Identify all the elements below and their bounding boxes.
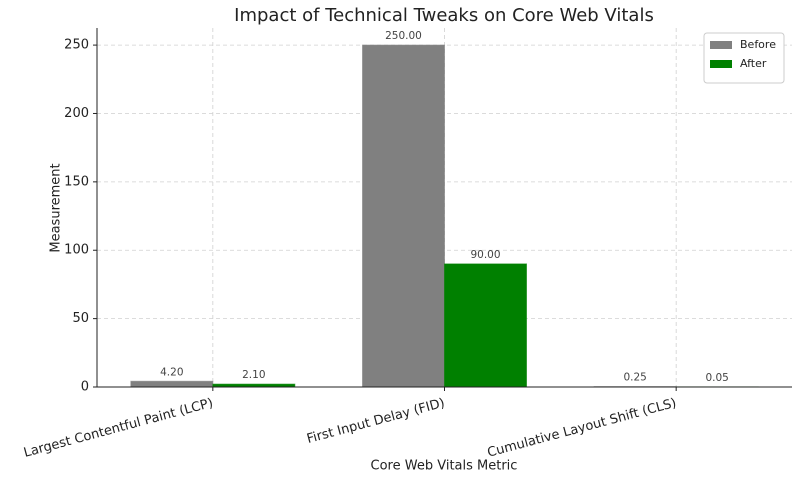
x-axis-label: Core Web Vitals Metric [371, 459, 518, 474]
y-tick-label: 150 [64, 174, 89, 189]
x-tick-label: Largest Contentful Paint (LCP) [22, 396, 215, 461]
legend-swatch [710, 41, 732, 49]
chart-title: Impact of Technical Tweaks on Core Web V… [234, 5, 654, 26]
value-label: 2.10 [242, 369, 265, 381]
value-label: 4.20 [160, 366, 183, 378]
bar [444, 263, 527, 388]
legend-label: After [740, 57, 767, 70]
bar [130, 380, 214, 388]
y-tick-label: 0 [81, 380, 89, 395]
y-tick-label: 100 [64, 243, 89, 258]
legend-swatch [710, 60, 732, 68]
legend-label: Before [740, 38, 776, 51]
x-tick-label: Cumulative Layout Shift (CLS) [486, 396, 678, 461]
bar [362, 44, 445, 388]
y-axis-label: Measurement [49, 163, 64, 252]
y-tick-label: 50 [72, 311, 89, 326]
y-tick-label: 250 [64, 38, 89, 53]
value-label: 0.05 [705, 372, 728, 384]
y-tick-label: 200 [64, 106, 89, 121]
x-tick-label: First Input Delay (FID) [305, 396, 446, 447]
value-label: 0.25 [623, 372, 646, 384]
value-label: 90.00 [470, 249, 500, 261]
value-label: 250.00 [385, 30, 422, 42]
